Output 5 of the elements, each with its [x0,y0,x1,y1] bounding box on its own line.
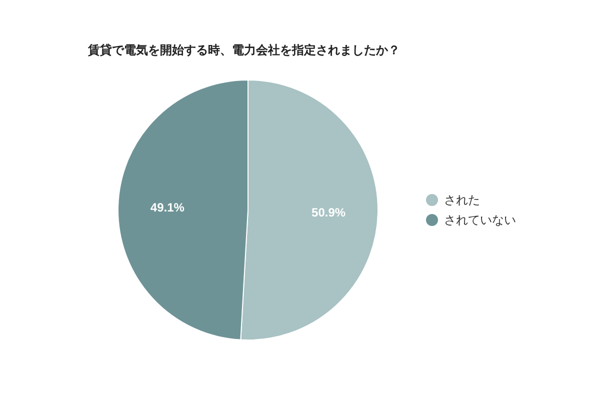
data-label: 50.9% [312,205,346,220]
legend-label: された [444,193,480,207]
data-label: 49.1% [150,200,185,215]
legend-label: されていない [444,213,516,227]
chart-title: 賃貸で電気を開始する時、電力会社を指定されましたか？ [87,43,400,57]
